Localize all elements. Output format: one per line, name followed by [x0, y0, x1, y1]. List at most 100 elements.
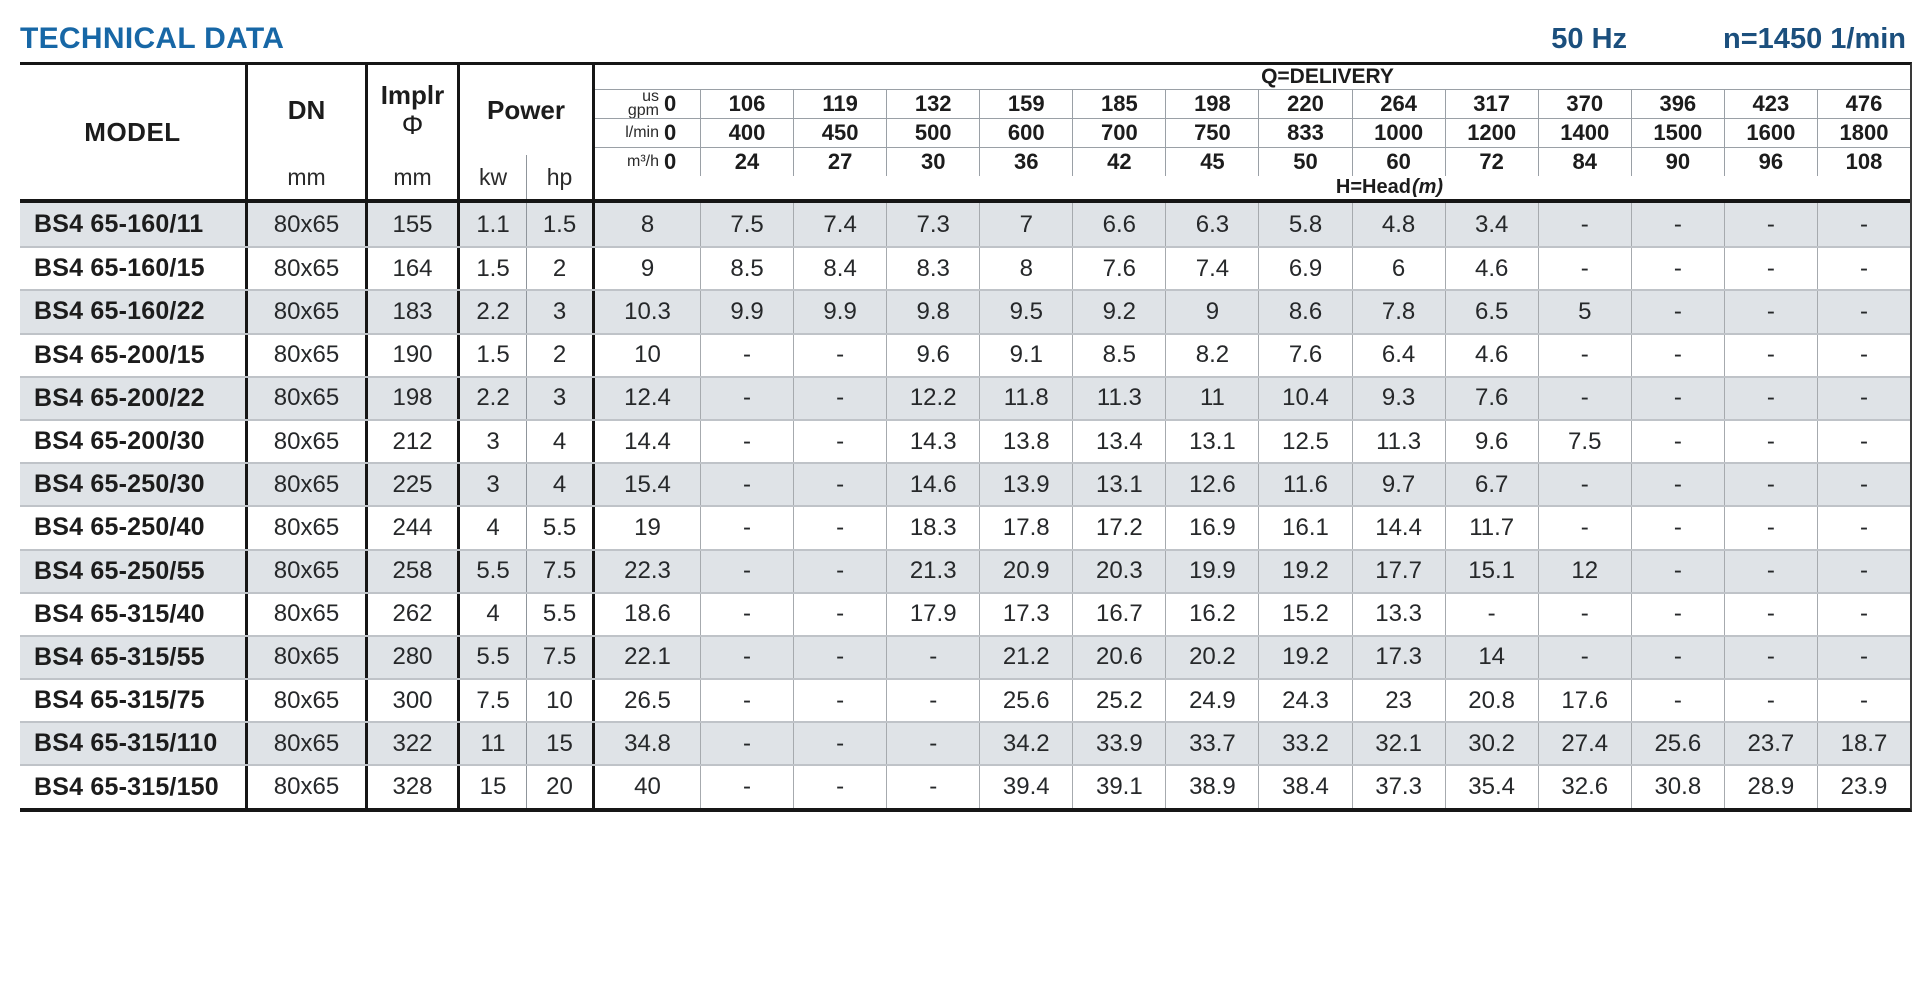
head-value-cell: 40 — [634, 773, 661, 801]
delivery-value: 108 — [1816, 148, 1910, 176]
head-value-cell: 17.8 — [979, 507, 1072, 549]
head-value-cell: 21.3 — [886, 550, 979, 592]
delivery-zero-value: 0 — [664, 120, 677, 146]
head-value-cell: 16.2 — [1165, 593, 1258, 635]
head-value-cell: 16.7 — [1072, 593, 1165, 635]
head-value-cell: 19.2 — [1258, 550, 1351, 592]
impeller-cell: 300 — [368, 680, 460, 722]
spec-labels: 50 Hz n=1450 1/min — [1551, 23, 1912, 56]
unit-row-lmin: l/min 0 400 450 500 600 700 750 833 1000 1200 1400 1… — [595, 118, 1910, 148]
model-cell: BS4 65-315/150 — [20, 766, 248, 808]
head-value-cell: - — [793, 377, 886, 419]
head-value-cell: 9 — [640, 254, 655, 282]
head-value-cell: - — [1816, 248, 1910, 290]
head-value-cell: 11.3 — [1072, 377, 1165, 419]
head-value-cell: 9.7 — [1351, 464, 1445, 506]
head-value-cell: 20.3 — [1072, 550, 1165, 592]
head-value-cell: 24.3 — [1258, 680, 1351, 722]
model-cell: BS4 65-315/55 — [20, 636, 248, 679]
table-row: BS4 65-200/22 80x65 198 2.2 3 12.4- -12.2 11.8 1… — [20, 375, 1910, 419]
dn-cell: 80x65 — [248, 377, 368, 419]
dn-cell: 80x65 — [248, 766, 368, 808]
delivery-value: 132 — [886, 90, 979, 119]
head-value-cell: 19.9 — [1165, 550, 1258, 592]
hp-cell: 1.5 — [527, 203, 595, 247]
head-value-cell: - — [700, 636, 793, 679]
head-value-cell: 7.4 — [1165, 248, 1258, 290]
model-cell: BS4 65-315/75 — [20, 680, 248, 722]
speed-label: n=1450 1/min — [1723, 23, 1906, 55]
technical-data-table: MODEL DN mm Implr Φ mm Power kw hp — [20, 62, 1912, 812]
delivery-value: 60 — [1351, 148, 1445, 176]
dn-cell: 80x65 — [248, 507, 368, 549]
impeller-cell: 155 — [368, 203, 460, 247]
impeller-cell: 244 — [368, 507, 460, 549]
table-row: BS4 65-200/30 80x65 212 3 4 14.4- -14.3 13.8 13.… — [20, 418, 1910, 463]
head-value-cell: 12.4 — [624, 384, 671, 412]
header-impeller: Implr Φ mm — [368, 65, 460, 199]
head-value-cell: 8.4 — [793, 248, 886, 290]
head-value-cell: - — [793, 420, 886, 463]
kw-cell: 5.5 — [460, 550, 527, 592]
top-bar: TECHNICAL DATA 50 Hz n=1450 1/min — [20, 12, 1912, 56]
head-value-cell: 8.2 — [1165, 334, 1258, 376]
head-value-cell: - — [886, 636, 979, 679]
head-value-cell: - — [1630, 334, 1724, 376]
delivery-value: 264 — [1351, 90, 1445, 119]
head-value-cell: 22.3 — [624, 557, 671, 585]
head-value-cell: 16.1 — [1258, 507, 1351, 549]
hp-cell: 7.5 — [527, 636, 595, 679]
header-dn-unit: mm — [287, 163, 326, 190]
hp-cell: 15 — [527, 723, 595, 765]
head-value-cell: 7.8 — [1351, 291, 1445, 333]
head-value-cell: 22.1 — [624, 643, 671, 671]
head-value-cell: - — [1537, 377, 1631, 419]
head-value-cell: - — [700, 377, 793, 419]
head-value-cell: 19.2 — [1258, 636, 1351, 679]
head-value-cell: 13.8 — [979, 420, 1072, 463]
delivery-value: 45 — [1165, 148, 1258, 176]
head-value-cell: - — [1816, 377, 1910, 419]
head-value-cell: - — [1816, 334, 1910, 376]
kw-cell: 1.5 — [460, 248, 527, 290]
delivery-value: 24 — [700, 148, 793, 176]
head-value-cell: 5.8 — [1258, 203, 1351, 247]
delivery-zero-value: 0 — [664, 149, 677, 175]
head-value-cell: 23.9 — [1816, 766, 1910, 808]
head-value-cell: 10 — [634, 341, 661, 369]
dn-cell: 80x65 — [248, 248, 368, 290]
head-value-cell: 16.9 — [1165, 507, 1258, 549]
head-value-cell: - — [1723, 377, 1817, 419]
dn-cell: 80x65 — [248, 593, 368, 635]
table-row: BS4 65-250/30 80x65 225 3 4 15.4- -14.6 13.9 13.… — [20, 462, 1910, 506]
head-value-cell: - — [1630, 464, 1724, 506]
head-value-cell: - — [1723, 593, 1817, 635]
kw-cell: 2.2 — [460, 291, 527, 333]
delivery-value: 90 — [1630, 148, 1724, 176]
head-value-cell: - — [700, 334, 793, 376]
head-value-cell: 11.3 — [1351, 420, 1445, 463]
table-row: BS4 65-315/150 80x65 328 15 20 40- - -39.4 39.1 3… — [20, 764, 1910, 808]
header-hp-unit: hp — [526, 155, 592, 199]
delivery-value: 30 — [886, 148, 979, 176]
delivery-value: 1500 — [1630, 119, 1724, 148]
head-value-cell: 6.6 — [1072, 203, 1165, 247]
head-value-cell: 34.2 — [979, 723, 1072, 765]
head-value-cell: 7.5 — [700, 203, 793, 247]
head-label: H=Head — [1335, 176, 1411, 198]
head-value-cell: - — [793, 334, 886, 376]
head-value-cell: 12.6 — [1165, 464, 1258, 506]
head-value-cell: - — [886, 723, 979, 765]
delivery-value: 185 — [1072, 90, 1165, 119]
head-value-cell: - — [700, 723, 793, 765]
table-row: BS4 65-160/15 80x65 164 1.5 2 9 8.5 8.4 8.3 8 7.6 7… — [20, 246, 1910, 290]
table-row: BS4 65-250/55 80x65 258 5.5 7.5 22.3- -21.3 20.… — [20, 548, 1910, 592]
head-value-cell: 13.4 — [1072, 420, 1165, 463]
delivery-value: 119 — [793, 90, 886, 119]
kw-cell: 2.2 — [460, 377, 527, 419]
head-value-cell: 15.2 — [1258, 593, 1351, 635]
head-value-cell: - — [793, 766, 886, 808]
head-value-cell: 7.6 — [1444, 377, 1538, 419]
kw-cell: 4 — [460, 593, 527, 635]
delivery-value: 72 — [1444, 148, 1538, 176]
